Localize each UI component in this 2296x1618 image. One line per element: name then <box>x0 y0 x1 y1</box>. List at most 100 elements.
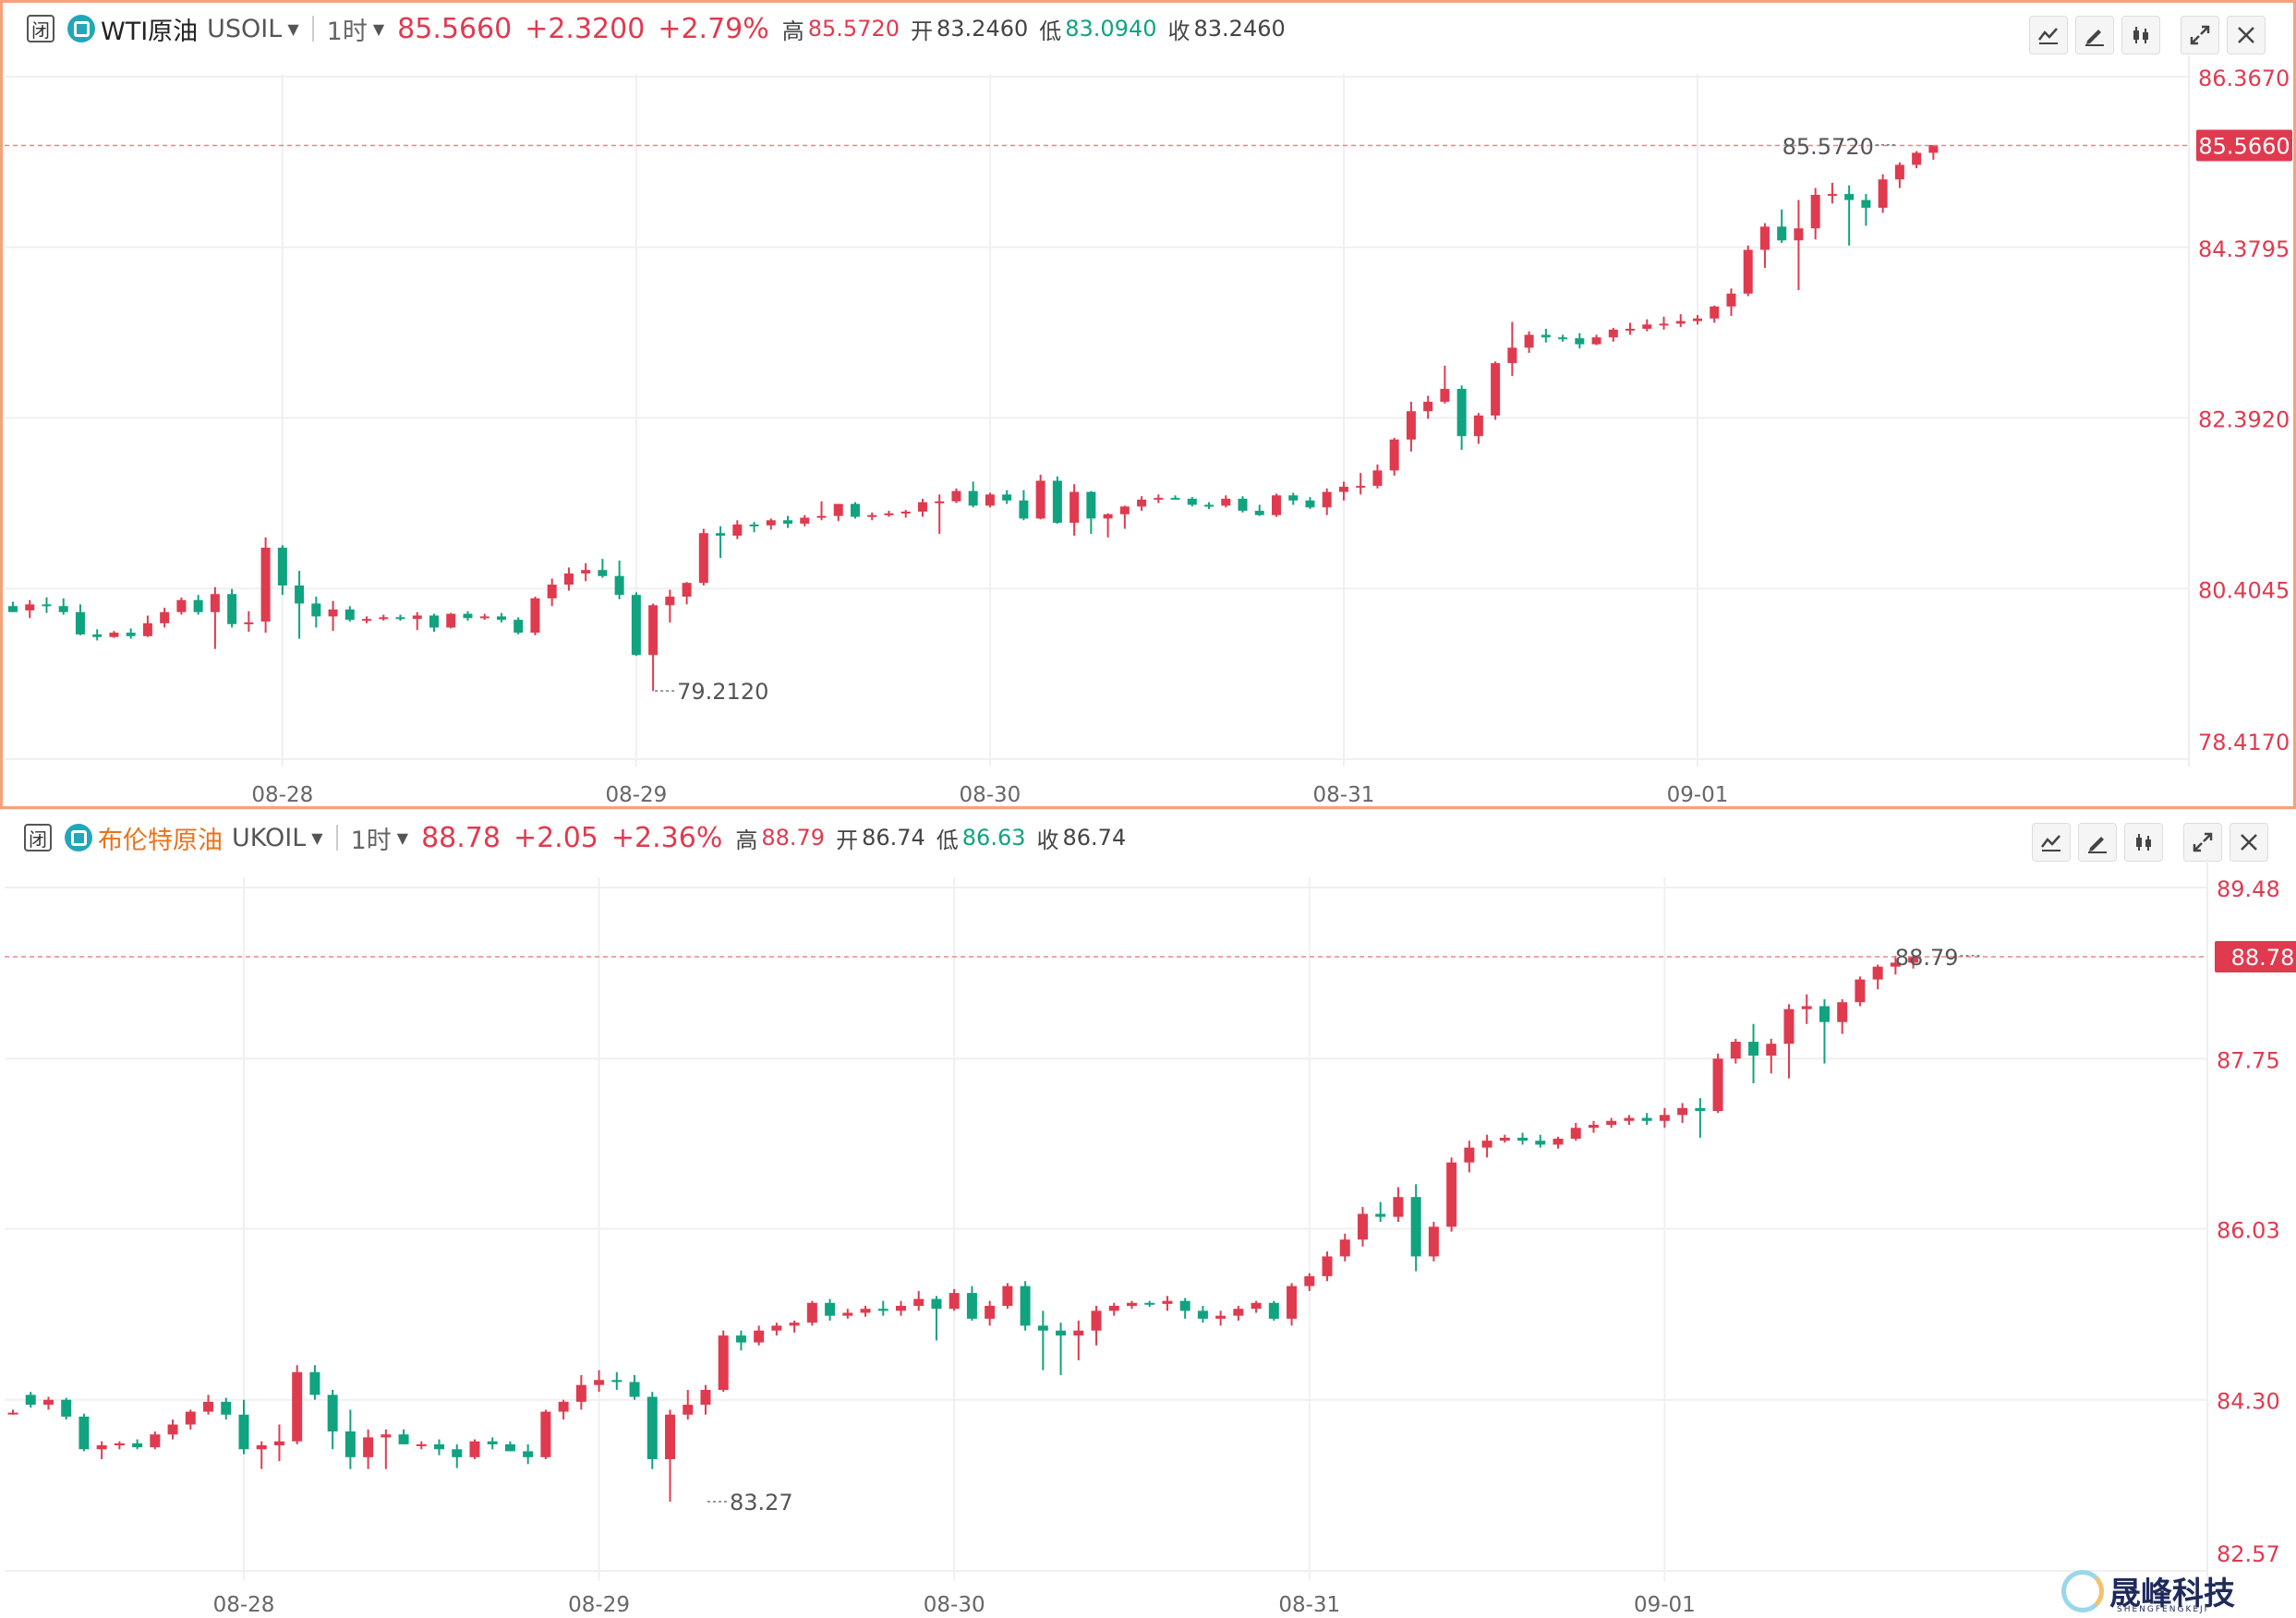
low-label: 低 <box>936 827 959 853</box>
candle-body <box>1588 1125 1599 1129</box>
symbol-code[interactable]: UKOIL <box>232 823 307 852</box>
y-tick-label: 86.03 <box>2217 1217 2280 1243</box>
interval-select[interactable]: 1时 <box>350 826 392 855</box>
candle-body <box>1288 495 1299 501</box>
candle-body <box>825 1302 836 1316</box>
candle-type-button[interactable] <box>2124 823 2163 862</box>
candle-body <box>1339 1239 1350 1257</box>
candle-body <box>1322 491 1332 508</box>
close-value: 83.2460 <box>1193 16 1286 42</box>
candle-body <box>540 1411 551 1457</box>
candle-body <box>1491 363 1501 416</box>
candle-body <box>1287 1286 1298 1319</box>
candle-body <box>732 524 743 537</box>
candle-body <box>698 533 708 584</box>
expand-button[interactable] <box>2181 16 2219 54</box>
candle-body <box>150 1434 161 1448</box>
candle-body <box>1473 415 1483 437</box>
x-tick-label: 08-29 <box>568 1593 630 1617</box>
chevron-down-icon[interactable]: ▼ <box>396 828 409 847</box>
candle-body <box>1423 402 1433 412</box>
draw-button[interactable] <box>2075 16 2114 54</box>
candle-body <box>1272 495 1281 515</box>
candle-body <box>1759 226 1770 250</box>
candle-body <box>395 617 405 620</box>
candle-body <box>1069 491 1080 524</box>
high-label: 高 <box>735 827 758 853</box>
candle-body <box>816 515 827 518</box>
symbol-code[interactable]: USOIL <box>207 14 283 43</box>
candle-body <box>1304 1275 1315 1286</box>
candle-body <box>1827 194 1837 197</box>
price-change: +2.3200 <box>525 12 646 45</box>
candle-body <box>221 1401 232 1415</box>
candle-body <box>1730 1042 1741 1059</box>
candle-body <box>1591 337 1601 344</box>
candle-body <box>238 1414 249 1450</box>
candle-body <box>96 1444 107 1450</box>
chevron-down-icon[interactable]: ▼ <box>372 19 385 38</box>
candle-type-button[interactable] <box>2121 16 2160 54</box>
candle-body <box>381 1434 392 1438</box>
candle-body <box>311 603 321 617</box>
candle-body <box>1268 1302 1279 1319</box>
x-tick-label: 08-30 <box>959 783 1021 807</box>
candle-body <box>292 1371 303 1442</box>
candle-body <box>648 605 659 656</box>
expand-icon <box>2193 832 2213 852</box>
y-tick-label: 84.30 <box>2217 1389 2280 1415</box>
chart-toolbar <box>2022 16 2266 54</box>
symbol-name[interactable]: 布伦特原油 <box>98 826 223 855</box>
candle-body <box>598 570 608 576</box>
candle-body <box>735 1335 746 1343</box>
candle-body <box>1908 956 1919 963</box>
close-button[interactable] <box>2230 823 2268 862</box>
candle-body <box>783 520 793 525</box>
candle-body <box>867 514 877 517</box>
candle-body <box>1020 1286 1031 1326</box>
candle-body <box>1912 152 1922 165</box>
candle-body <box>1481 1141 1492 1148</box>
candle-body <box>1119 506 1130 514</box>
chevron-down-icon[interactable]: ▼ <box>287 19 299 38</box>
watermark-logo: 晟峰科技 SHENGFENGKEJI <box>2061 1568 2235 1614</box>
open-value: 83.2460 <box>937 16 1029 42</box>
candle-body <box>935 501 945 503</box>
close-value: 86.74 <box>1062 825 1127 851</box>
candle-body <box>860 1309 871 1313</box>
candle-body <box>631 595 641 656</box>
y-tick-label: 82.3920 <box>2198 407 2290 433</box>
candle-body <box>985 494 995 506</box>
candle-body <box>833 503 843 516</box>
candle-body <box>614 575 624 596</box>
symbol-name[interactable]: WTI原油 <box>101 17 199 46</box>
candle-body <box>1810 195 1820 229</box>
candle-body <box>344 609 355 621</box>
watermark-mark-icon <box>2061 1569 2104 1612</box>
candle-body <box>1305 500 1315 508</box>
candle-body <box>1410 1197 1421 1257</box>
candle-body <box>1126 1302 1137 1306</box>
indicator-button[interactable] <box>2029 16 2068 54</box>
candle-body <box>1456 389 1467 437</box>
usoil-header: 闭 WTI原油 USOIL ▼ 1时 ▼ 85.5660 +2.3200 +2.… <box>27 8 1297 49</box>
watermark-subtext: SHENGFENGKEJI <box>2117 1605 2209 1614</box>
expand-button[interactable] <box>2183 823 2222 862</box>
indicator-button[interactable] <box>2032 823 2071 862</box>
candle-body <box>1254 511 1264 515</box>
candle-body <box>75 611 85 634</box>
candle-body <box>1019 500 1029 519</box>
candle-body <box>1204 504 1214 507</box>
candle-body <box>1233 1309 1244 1316</box>
candle-body <box>1154 498 1164 501</box>
interval-select[interactable]: 1时 <box>326 17 368 46</box>
chevron-down-icon[interactable]: ▼ <box>311 828 323 847</box>
candle-body <box>58 606 68 612</box>
close-button[interactable] <box>2227 16 2266 54</box>
candle-body <box>1553 1139 1564 1145</box>
candle-body <box>1221 499 1231 506</box>
y-tick-label: 80.4045 <box>2198 577 2290 603</box>
candle-body <box>884 513 894 515</box>
draw-button[interactable] <box>2078 823 2117 862</box>
